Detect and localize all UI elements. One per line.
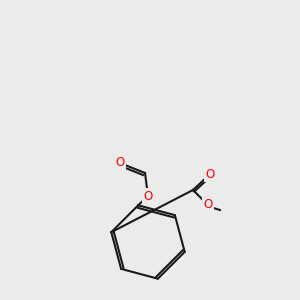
- Text: O: O: [116, 155, 124, 169]
- Text: O: O: [203, 199, 213, 212]
- Text: O: O: [143, 190, 153, 202]
- Text: O: O: [206, 167, 214, 181]
